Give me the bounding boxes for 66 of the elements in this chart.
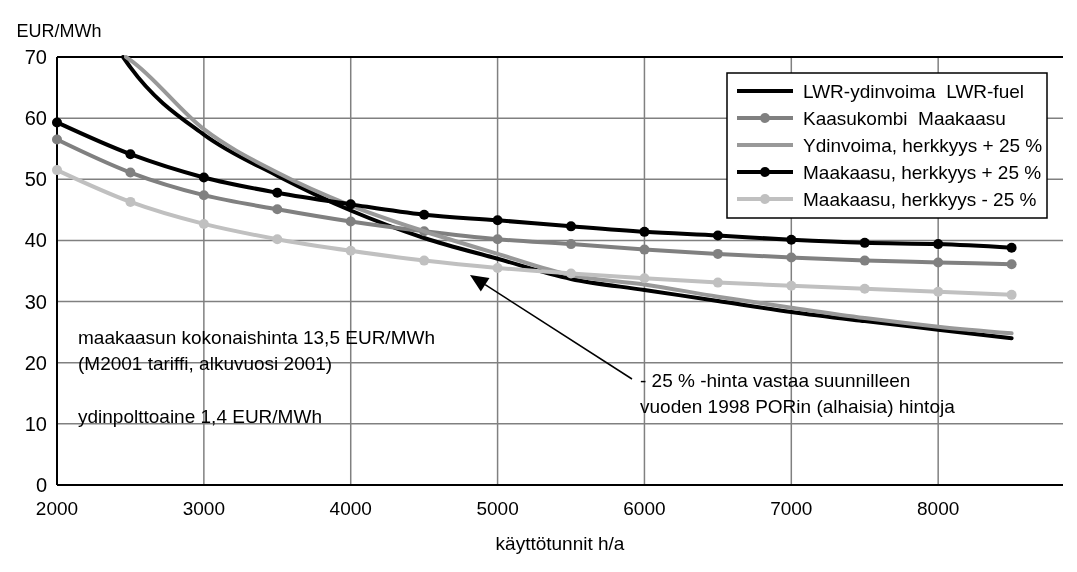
point: [345, 199, 356, 210]
point: [492, 234, 503, 245]
point: [566, 268, 577, 279]
legend-label: LWR-ydinvoima LWR-fuel: [803, 80, 1025, 102]
y-tick-label: 60: [24, 107, 47, 130]
legend-label: Maakaasu, herkkyys - 25 %: [803, 188, 1037, 210]
point: [786, 280, 797, 291]
point: [52, 117, 62, 128]
point: [52, 134, 62, 145]
point: [933, 286, 944, 297]
point: [1006, 289, 1017, 300]
point: [125, 149, 136, 160]
y-tick-label: 70: [24, 46, 47, 68]
point: [859, 255, 870, 266]
annotation: maakaasun kokonaishinta 13,5 EUR/MWh (M2001 tariffi, alkuvuosi 2001): [78, 327, 435, 374]
point: [125, 196, 136, 207]
point: [639, 244, 650, 255]
y-tick-label: 30: [24, 290, 47, 313]
point: [566, 239, 577, 250]
point: [786, 252, 797, 263]
point: [419, 209, 430, 220]
point: [639, 273, 650, 284]
legend-label: Maakaasu, herkkyys + 25 %: [803, 161, 1042, 183]
y-tick-label: 40: [24, 229, 47, 252]
point: [492, 262, 503, 273]
point: [52, 165, 62, 176]
point: [198, 172, 209, 183]
x-axis-title: käyttötunnit h/a: [495, 533, 625, 554]
y-tick-label: 10: [24, 412, 47, 435]
point: [419, 255, 430, 266]
x-tick-label: 4000: [329, 498, 372, 519]
point: [272, 204, 283, 215]
point: [933, 257, 944, 268]
point: [198, 190, 209, 201]
point: [272, 234, 283, 245]
point: [566, 221, 577, 232]
point: [272, 187, 283, 198]
x-tick-label: 3000: [182, 498, 225, 519]
point: [859, 283, 870, 294]
x-tick-label: 8000: [917, 498, 960, 519]
annotation: ydinpolttoaine 1,4 EUR/MWh: [78, 406, 322, 427]
point: [198, 218, 209, 229]
point: [859, 237, 870, 248]
y-tick-label: 0: [35, 474, 47, 496]
point: [1006, 259, 1017, 270]
point: [492, 215, 503, 226]
legend-label: Ydinvoima, herkkyys + 25 %: [803, 134, 1043, 156]
point: [345, 216, 356, 227]
point: [712, 277, 723, 288]
y-tick-label: 20: [24, 351, 47, 374]
point: [125, 167, 136, 178]
point: [345, 245, 356, 256]
x-tick-label: 5000: [476, 498, 519, 519]
x-tick-label: 7000: [770, 498, 813, 519]
x-tick-label: 2000: [35, 498, 79, 519]
legend-label: Kaasukombi Maakaasu: [803, 107, 1006, 129]
point: [639, 226, 650, 237]
point: [786, 234, 797, 245]
point: [712, 230, 723, 241]
y-tick-label: 50: [24, 168, 47, 191]
x-tick-label: 6000: [623, 498, 666, 519]
point: [933, 239, 944, 250]
y-axis-title: EUR/MWh: [16, 21, 102, 41]
point: [712, 248, 723, 259]
annotation: - 25 % -hinta vastaa suunnilleen vuoden 1998 PORin (alhaisia) hintoja: [640, 370, 956, 417]
point: [1006, 242, 1017, 253]
